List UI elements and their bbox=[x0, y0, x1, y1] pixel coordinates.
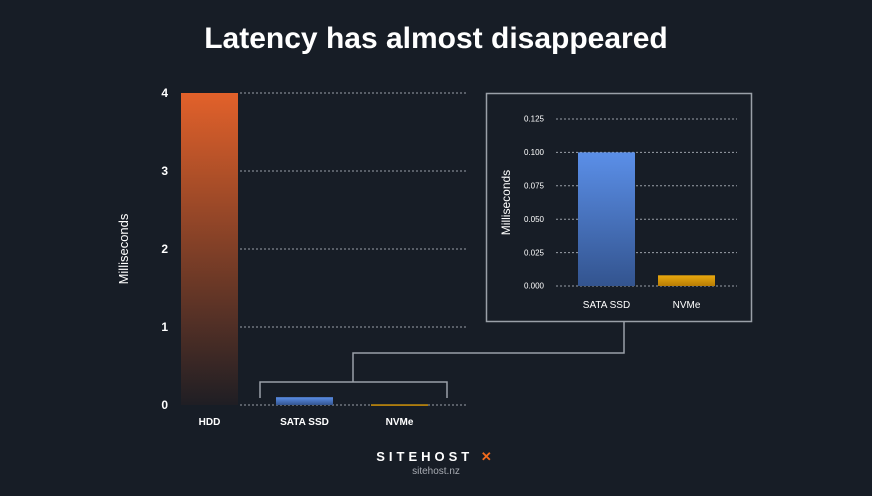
inset-y-tick-label: 0.100 bbox=[524, 148, 545, 157]
logo-x-icon: ✕ bbox=[480, 449, 496, 464]
main-bar-nvme bbox=[371, 404, 428, 406]
main-x-tick-label: NVMe bbox=[386, 417, 414, 428]
inset-y-axis-label: Milliseconds bbox=[499, 170, 513, 235]
main-y-tick-label: 4 bbox=[161, 86, 168, 100]
main-y-tick-label: 3 bbox=[161, 164, 168, 178]
main-y-tick-label: 2 bbox=[161, 242, 168, 256]
inset-y-tick-label: 0.075 bbox=[524, 181, 545, 190]
inset-y-tick-label: 0.025 bbox=[524, 248, 545, 257]
main-y-axis-label: Milliseconds bbox=[116, 213, 131, 284]
main-bar-hdd bbox=[181, 93, 238, 405]
main-x-tick-label: HDD bbox=[199, 417, 221, 428]
logo: SITEHOST ✕ sitehost.nz bbox=[0, 449, 872, 477]
main-y-tick-label: 0 bbox=[161, 398, 168, 412]
main-x-tick-label: SATA SSD bbox=[280, 417, 329, 428]
inset-x-tick-label: SATA SSD bbox=[583, 300, 630, 311]
inset-y-tick-label: 0.050 bbox=[524, 215, 545, 224]
inset-bar-sata-ssd bbox=[578, 152, 635, 286]
zoom-bracket bbox=[259, 322, 625, 398]
chart-title: Latency has almost disappeared bbox=[204, 22, 668, 55]
inset-x-tick-label: NVMe bbox=[673, 300, 701, 311]
inset-bar-nvme bbox=[658, 275, 715, 286]
inset-y-tick-label: 0.000 bbox=[524, 282, 545, 291]
main-y-tick-label: 1 bbox=[161, 320, 168, 334]
inset-frame bbox=[485, 92, 753, 323]
logo-url: sitehost.nz bbox=[412, 466, 460, 477]
main-bar-sata-ssd bbox=[276, 397, 333, 405]
inset-y-tick-label: 0.125 bbox=[524, 115, 545, 124]
logo-name: SITEHOST bbox=[376, 449, 474, 464]
